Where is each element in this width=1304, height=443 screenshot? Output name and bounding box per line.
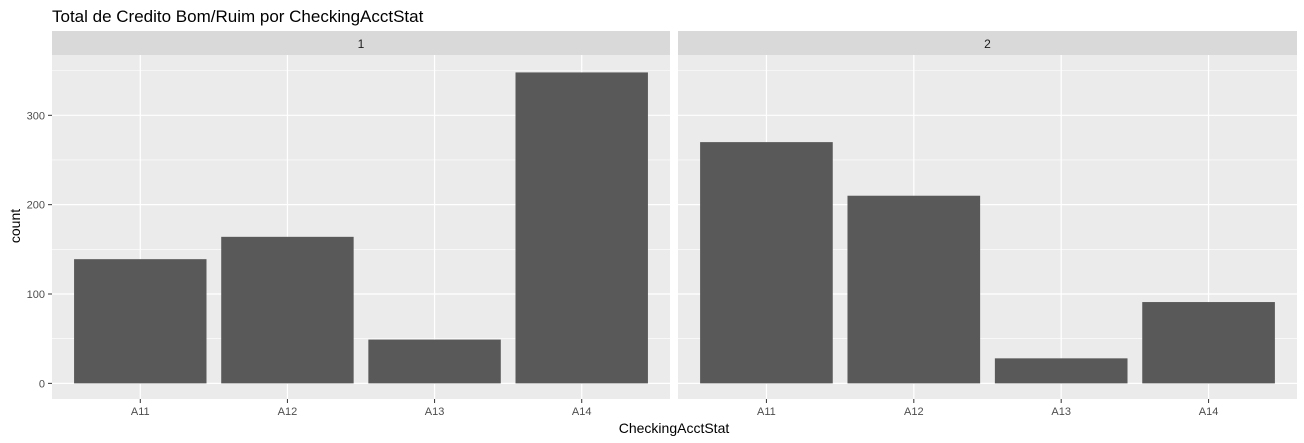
y-tick-label: 0 <box>39 378 45 390</box>
facet-panels: 1 A11 A12 A13 A14 0 100 200 300 2 A11 A12 A13 A14 <box>27 31 1297 418</box>
bar-a13-facet-2[interactable] <box>994 358 1128 384</box>
bar-a11-facet-1[interactable] <box>74 259 207 384</box>
y-tick-label: 300 <box>27 110 45 122</box>
x-tick-label: A12 <box>278 406 298 418</box>
y-tick-label: 100 <box>27 289 45 301</box>
facet-strip-label: 2 <box>984 37 991 51</box>
facet-strip <box>678 31 1297 55</box>
bar-a14-facet-1[interactable] <box>515 72 648 384</box>
y-tick-label: 200 <box>27 200 45 212</box>
x-tick-label: A13 <box>1051 406 1071 418</box>
x-tick-label: A13 <box>425 406 445 418</box>
facet-panel-2: 2 A11 A12 A13 A14 <box>678 31 1297 418</box>
x-tick-label: A12 <box>904 406 924 418</box>
bar-a12-facet-1[interactable] <box>221 236 354 384</box>
facet-strip-label: 1 <box>358 37 365 51</box>
facet-panel-1: 1 A11 A12 A13 A14 0 100 200 300 <box>27 31 670 418</box>
bar-a13-facet-1[interactable] <box>368 339 501 384</box>
y-axis-title: count <box>7 209 23 243</box>
facet-strip <box>52 31 670 55</box>
x-axis-title: CheckingAcctStat <box>619 420 730 436</box>
bar-a14-facet-2[interactable] <box>1142 302 1275 384</box>
bar-a11-facet-2[interactable] <box>700 142 833 384</box>
x-tick-label: A11 <box>757 406 776 418</box>
x-tick-label: A14 <box>572 406 592 418</box>
x-tick-label: A11 <box>131 406 150 418</box>
x-tick-label: A14 <box>1199 406 1219 418</box>
bar-a12-facet-2[interactable] <box>847 195 981 384</box>
chart-title: Total de Credito Bom/Ruim por CheckingAc… <box>52 7 424 26</box>
